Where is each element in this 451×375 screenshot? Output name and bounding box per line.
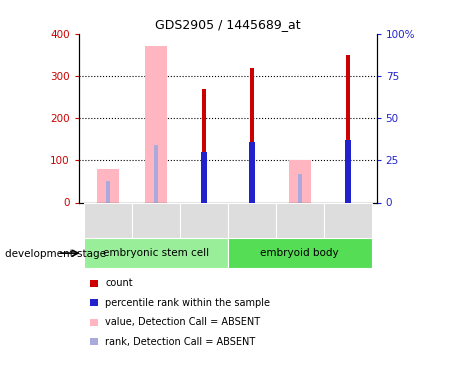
Bar	[106, 181, 110, 203]
Bar	[84, 238, 228, 268]
Bar	[97, 169, 119, 202]
Bar	[154, 145, 158, 202]
Text: percentile rank within the sample: percentile rank within the sample	[105, 298, 270, 307]
Text: embryonic stem cell: embryonic stem cell	[103, 248, 209, 258]
Bar	[202, 88, 206, 202]
Title: GDS2905 / 1445689_at: GDS2905 / 1445689_at	[155, 18, 300, 31]
Bar	[84, 202, 132, 238]
Bar	[201, 152, 207, 202]
Text: count: count	[105, 278, 133, 288]
Bar	[346, 55, 350, 202]
Bar	[345, 140, 351, 202]
Bar	[132, 202, 180, 238]
Text: development stage: development stage	[5, 249, 106, 259]
Bar	[324, 202, 372, 238]
Bar	[250, 68, 253, 203]
Bar	[228, 202, 276, 238]
Bar	[289, 160, 311, 202]
Text: rank, Detection Call = ABSENT: rank, Detection Call = ABSENT	[105, 337, 255, 346]
Bar	[298, 174, 302, 202]
Text: value, Detection Call = ABSENT: value, Detection Call = ABSENT	[105, 317, 260, 327]
Bar	[276, 202, 324, 238]
Bar	[145, 46, 166, 202]
Bar	[228, 238, 372, 268]
Bar	[180, 202, 228, 238]
Text: embryoid body: embryoid body	[261, 248, 339, 258]
Bar	[249, 142, 255, 202]
